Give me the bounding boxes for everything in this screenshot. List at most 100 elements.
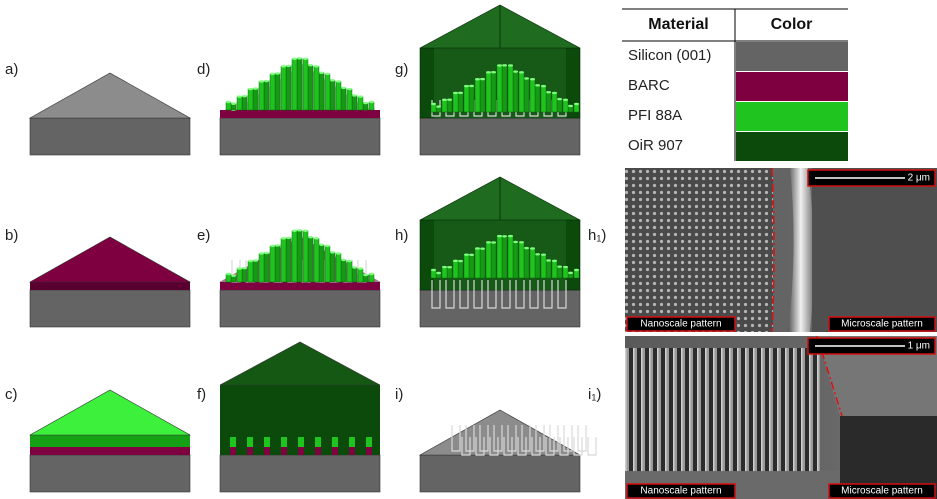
pillar [242,96,247,110]
pillar [469,255,474,278]
pillar-cap [530,78,535,80]
pillar-cap [286,65,291,67]
pillar-cap [341,259,346,261]
pillar [453,261,458,278]
pillar-cap [253,87,258,89]
pillar [475,79,480,112]
silicon-base [420,290,580,327]
pillar-cap [574,103,579,105]
pillar-cap [469,254,474,256]
nano-dots [625,168,773,332]
barc-post [247,447,253,455]
pillar-cap [297,57,302,59]
pillar-cap [524,247,529,249]
table-header: Material [648,16,708,33]
pillar-cap [237,267,242,269]
pillar-cap [231,275,236,277]
pillar-cap [248,88,253,90]
figure: a)b)c)d)e)f)g)h)i)h₁)i₁)MaterialColorSil… [0,0,937,499]
pillar-cap [453,92,458,94]
pillar-cap [563,266,568,268]
pillar [303,59,308,110]
pillar-cap [513,241,518,243]
pillar [486,72,491,112]
pillar-cap [319,244,324,246]
barc-layer [30,447,190,455]
barc-post [298,447,304,455]
pillar [308,65,313,110]
material-name: PFI 88A [628,107,682,124]
pillar [530,79,535,112]
pillar [458,261,463,278]
pillar-cap [369,273,374,275]
pillar-cap [464,85,469,87]
trench [588,437,596,455]
pillar-cap [264,252,269,254]
pillar [275,245,280,282]
pillar [563,267,568,278]
pillar-cap [358,267,363,269]
pillar-cap [341,87,346,89]
pillar [259,81,264,110]
barc-post [264,447,270,455]
pillar-cap [363,274,368,276]
pillar [480,249,485,278]
pillar-cap [242,95,247,97]
pillar-cap [336,252,341,254]
pillar [497,65,502,112]
pillar-cap [292,230,297,232]
pillar-cap [535,253,540,255]
color-swatch [736,102,848,131]
barc-post [281,447,287,455]
pillar-cap [330,79,335,81]
color-swatch [736,72,848,101]
pillar [458,93,463,112]
pillar [563,100,568,112]
pillar [325,74,330,110]
pillar [281,437,287,447]
silicon-base [220,118,380,155]
pillar-cap [535,84,540,86]
barc-post [349,447,355,455]
pillar [366,437,372,447]
pillar-cap [447,98,452,100]
pillar [270,246,275,282]
pillar [502,65,507,112]
pillar-cap [508,64,513,66]
pillar [259,253,264,282]
barc-post [366,447,372,455]
pillar [552,261,557,278]
pillar-cap [480,78,485,80]
pillar [447,100,452,112]
pillar-cap [330,251,335,253]
pillar-cap [502,235,507,237]
pillar-cap [363,102,368,104]
pillar-cap [475,247,480,249]
pillar-cap [253,259,258,261]
pillar-cap [325,73,330,75]
material-name: BARC [628,77,670,94]
pillar-cap [347,260,352,262]
pillar-cap [552,92,557,94]
pillar-cap [325,245,330,247]
pillar-cap [557,265,562,267]
pillar-cap [303,230,308,232]
nano-fins [625,348,820,471]
panel-label: h₁) [588,227,606,244]
panel-label: i₁) [588,386,601,403]
color-swatch [736,42,848,71]
silicon-base [420,455,580,492]
pillar-cap [248,260,253,262]
pillar [497,236,502,278]
panel-label: d) [197,61,210,78]
barc-layer [30,282,190,290]
pillar-cap [486,241,491,243]
pillar-cap [347,88,352,90]
sem-label: Microscale pattern [841,486,923,497]
pillar-cap [568,105,573,107]
pillar [264,81,269,110]
pillar [508,65,513,112]
pillar [524,78,529,112]
pillar [248,89,253,110]
pillar [475,248,480,278]
